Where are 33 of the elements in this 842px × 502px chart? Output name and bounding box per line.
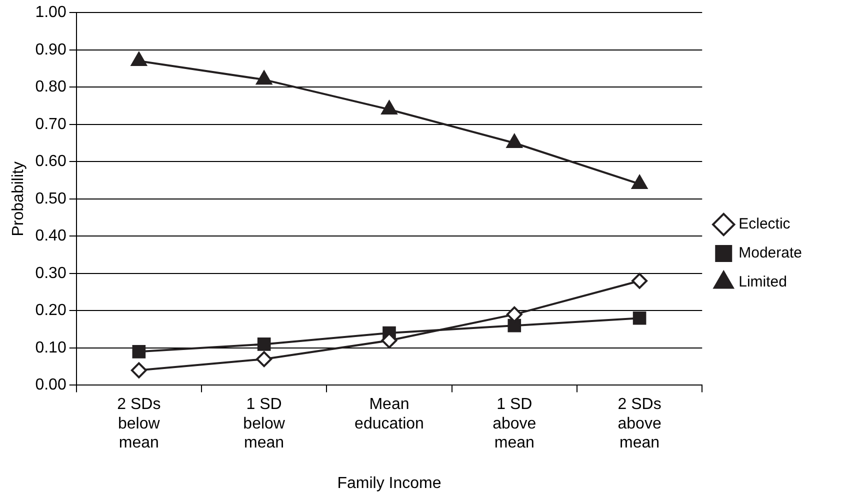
point: [257, 338, 271, 351]
legend-label: Moderate: [738, 244, 802, 262]
y-tick-label: 0.40: [35, 228, 66, 245]
point: [256, 70, 272, 85]
point: [632, 174, 648, 189]
point: [508, 318, 522, 332]
y-tick-label: 0.50: [35, 190, 66, 208]
x-tick-label: 1 SD above mean: [492, 396, 536, 452]
point: [632, 272, 648, 289]
y-tick-label: 0.90: [35, 41, 66, 58]
point: [632, 311, 646, 325]
point: [506, 134, 522, 148]
x-tick-label: 2 SDs above mean: [618, 396, 662, 452]
legend-label: Limited: [738, 274, 787, 291]
x-tick-label: 1 SD below mean: [243, 396, 286, 452]
x-tick-label: 2 SDs below mean: [117, 396, 161, 452]
y-tick-label: 0.70: [35, 116, 66, 133]
y-axis-title: Probability: [10, 162, 28, 236]
y-tick-label: 0.60: [35, 153, 66, 170]
y-tick-label: 0.80: [35, 78, 66, 96]
y-tick-label: 0.10: [35, 339, 66, 356]
legend-label: Eclectic: [738, 216, 791, 233]
point: [130, 362, 147, 378]
point: [132, 345, 146, 358]
point: [130, 52, 147, 66]
point: [381, 100, 398, 114]
x-axis-title: Family Income: [337, 474, 442, 492]
y-tick-label: 1.00: [35, 4, 66, 22]
x-tick-label: Mean education: [354, 396, 424, 432]
y-tick-label: 0.20: [35, 302, 66, 320]
point: [256, 351, 272, 368]
y-tick-label: 0.00: [35, 376, 66, 394]
y-tick-label: 0.30: [35, 264, 66, 282]
